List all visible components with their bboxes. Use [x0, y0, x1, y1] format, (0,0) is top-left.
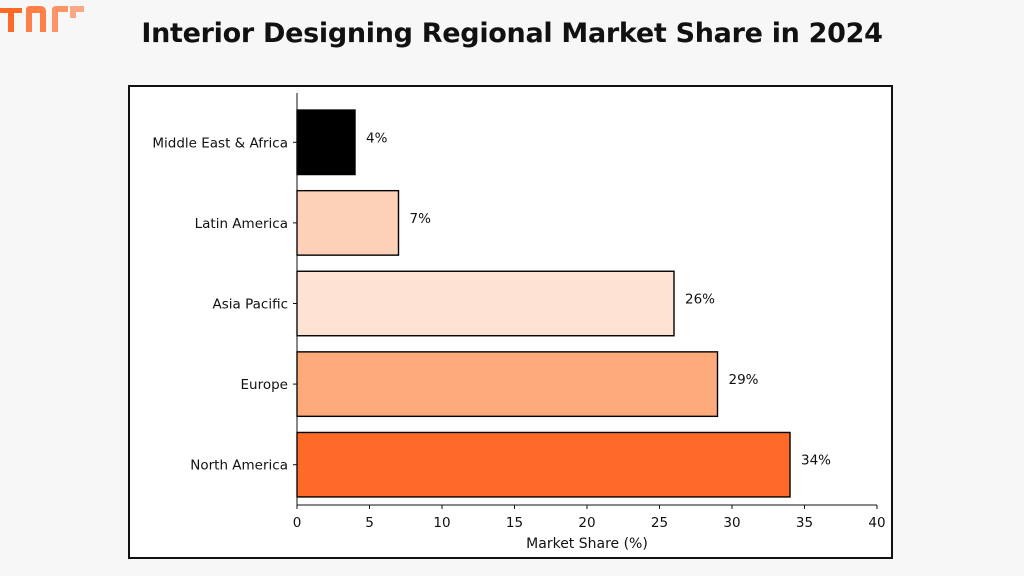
category-label-asia-pacific: Asia Pacific [213, 297, 289, 313]
value-label-middle-east-africa: 4% [366, 130, 388, 146]
x-tick-label: 20 [578, 515, 595, 531]
value-label-asia-pacific: 26% [685, 292, 715, 308]
x-tick-label: 0 [293, 515, 302, 531]
x-tick-label: 15 [506, 515, 523, 531]
x-axis-title: Market Share (%) [526, 536, 648, 552]
chart-frame: North America Europe Asia Pacific Latin Ame… [128, 85, 893, 559]
x-tick-label: 30 [723, 515, 740, 531]
x-axis-ticks: 0 5 10 15 20 25 30 35 40 [293, 505, 886, 531]
value-label-north-america: 34% [801, 453, 831, 469]
category-label-europe: Europe [241, 377, 288, 393]
bar-europe [296, 351, 719, 418]
category-label-latin-america: Latin America [195, 216, 288, 232]
bar-north-america [296, 431, 791, 498]
bar-chart: North America Europe Asia Pacific Latin Ame… [152, 93, 886, 552]
brand-logo-icon [0, 6, 84, 32]
value-label-latin-america: 7% [410, 211, 432, 227]
category-label-north-america: North America [190, 458, 288, 474]
x-tick-label: 5 [365, 515, 374, 531]
bars-layer [296, 109, 791, 498]
category-labels: North America Europe Asia Pacific Latin Ame… [152, 135, 297, 474]
value-labels: 34% 29% 26% 7% 4% [366, 130, 831, 468]
x-tick-label: 25 [651, 515, 668, 531]
x-tick-label: 10 [433, 515, 450, 531]
x-tick-label: 35 [796, 515, 813, 531]
bar-latin-america [296, 189, 400, 256]
page-title: Interior Designing Regional Market Share… [141, 18, 883, 49]
bar-middle-east-africa [296, 109, 356, 176]
category-label-middle-east-africa: Middle East & Africa [152, 135, 288, 151]
bar-asia-pacific [296, 270, 675, 337]
x-tick-label: 40 [868, 515, 885, 531]
value-label-europe: 29% [729, 372, 759, 388]
